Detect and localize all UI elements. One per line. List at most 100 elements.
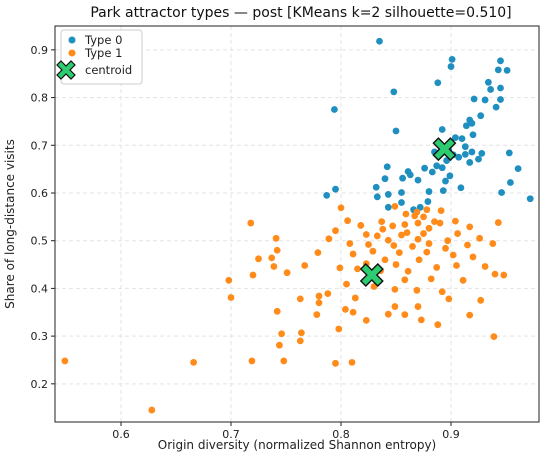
data-point-type-1 [452, 217, 459, 225]
data-point-type-1 [348, 358, 356, 366]
data-point-type-0 [428, 168, 436, 176]
data-point-type-0 [414, 176, 422, 184]
legend-label-type-0: Type 0 [84, 33, 122, 47]
data-point-type-1 [337, 204, 345, 212]
legend-marker-centroid [56, 60, 76, 80]
data-point-type-1 [344, 217, 351, 225]
data-point-type-0 [526, 195, 534, 203]
data-point-type-1 [417, 316, 425, 324]
y-tick-label: 0.3 [31, 330, 49, 343]
data-point-type-0 [503, 66, 511, 74]
data-point-type-0 [425, 188, 433, 195]
data-point-type-1 [403, 229, 411, 236]
data-point-type-0 [478, 149, 486, 157]
data-point-type-0 [392, 127, 400, 135]
data-point-type-1 [342, 306, 349, 313]
data-point-type-1 [373, 232, 381, 240]
data-point-type-1 [469, 253, 477, 261]
data-point-type-0 [398, 189, 405, 196]
data-point-type-0 [390, 88, 398, 96]
data-point-type-1 [459, 276, 467, 284]
y-axis-label: Share of long-distance visits [3, 139, 17, 309]
data-point-type-1 [313, 311, 321, 319]
data-point-type-1 [449, 251, 457, 259]
data-point-type-1 [433, 264, 441, 271]
data-point-type-0 [463, 122, 470, 130]
data-point-type-1 [409, 243, 416, 250]
data-point-type-0 [461, 150, 469, 158]
data-point-type-1 [453, 262, 460, 269]
data-point-type-1 [425, 240, 433, 247]
data-point-type-0 [373, 193, 381, 201]
data-point-type-0 [323, 191, 331, 199]
data-point-type-0 [421, 164, 428, 172]
legend: Type 0 Type 1 centroid [56, 29, 143, 85]
data-point-type-1 [227, 294, 235, 301]
x-tick-label: 0.6 [112, 428, 130, 441]
data-point-type-1 [379, 225, 387, 233]
data-point-type-0 [424, 198, 432, 205]
data-point-type-1 [414, 219, 422, 227]
data-point-type-1 [365, 241, 372, 248]
plot-area [55, 26, 539, 422]
data-point-type-1 [349, 250, 357, 258]
data-point-type-1 [384, 310, 392, 318]
data-point-type-1 [346, 240, 354, 247]
data-point-type-0 [381, 175, 389, 183]
data-point-type-1 [420, 230, 427, 237]
data-point-type-1 [442, 244, 449, 252]
data-point-type-0 [481, 96, 489, 104]
data-point-type-1 [445, 295, 453, 303]
data-point-type-1 [148, 406, 156, 414]
y-tick-label: 0.7 [31, 139, 49, 152]
data-point-type-0 [332, 185, 339, 193]
data-point-type-0 [514, 165, 522, 173]
data-point-type-0 [469, 131, 477, 139]
data-point-type-1 [423, 206, 431, 214]
data-point-type-1 [444, 237, 452, 245]
data-point-type-1 [325, 235, 333, 243]
data-point-type-0 [494, 66, 502, 74]
data-point-type-1 [491, 270, 499, 278]
data-point-type-1 [481, 263, 489, 270]
data-point-type-1 [402, 210, 410, 218]
data-point-type-1 [280, 357, 288, 365]
data-point-type-1 [276, 341, 283, 349]
data-point-type-1 [389, 222, 397, 230]
data-point-type-0 [448, 55, 456, 63]
data-point-type-0 [434, 79, 442, 87]
y-tick-label: 0.4 [31, 282, 49, 295]
data-point-type-1 [466, 311, 474, 319]
data-point-type-1 [349, 308, 357, 316]
series-type-1 [61, 202, 508, 414]
data-point-type-1 [273, 307, 281, 315]
data-point-type-1 [411, 212, 419, 220]
data-point-type-1 [431, 218, 438, 226]
data-point-type-1 [315, 299, 323, 307]
data-point-type-0 [383, 163, 391, 171]
data-point-type-0 [468, 148, 476, 156]
data-point-type-0 [497, 96, 504, 103]
data-point-type-0 [466, 159, 474, 166]
y-axis-ticks: 0.2 0.3 0.4 0.5 0.6 0.7 0.8 0.9 [31, 44, 55, 391]
data-point-type-1 [401, 221, 409, 228]
data-point-type-1 [489, 240, 497, 247]
centroid-markers [359, 137, 457, 288]
data-point-type-1 [296, 337, 304, 345]
data-point-type-1 [298, 329, 305, 337]
data-point-type-1 [248, 357, 256, 365]
data-point-type-1 [414, 303, 422, 310]
plot-frame [54, 25, 540, 423]
data-point-type-0 [433, 162, 441, 170]
data-point-type-0 [438, 126, 446, 133]
data-point-type-0 [487, 86, 494, 93]
data-point-type-1 [437, 207, 445, 215]
data-point-type-1 [391, 285, 399, 293]
x-tick-label: 0.7 [222, 428, 240, 441]
data-point-type-1 [249, 271, 257, 279]
legend-box [60, 29, 143, 85]
data-point-type-1 [225, 276, 233, 284]
data-point-type-1 [278, 330, 285, 338]
data-point-type-1 [315, 292, 323, 300]
data-point-type-0 [439, 187, 447, 195]
